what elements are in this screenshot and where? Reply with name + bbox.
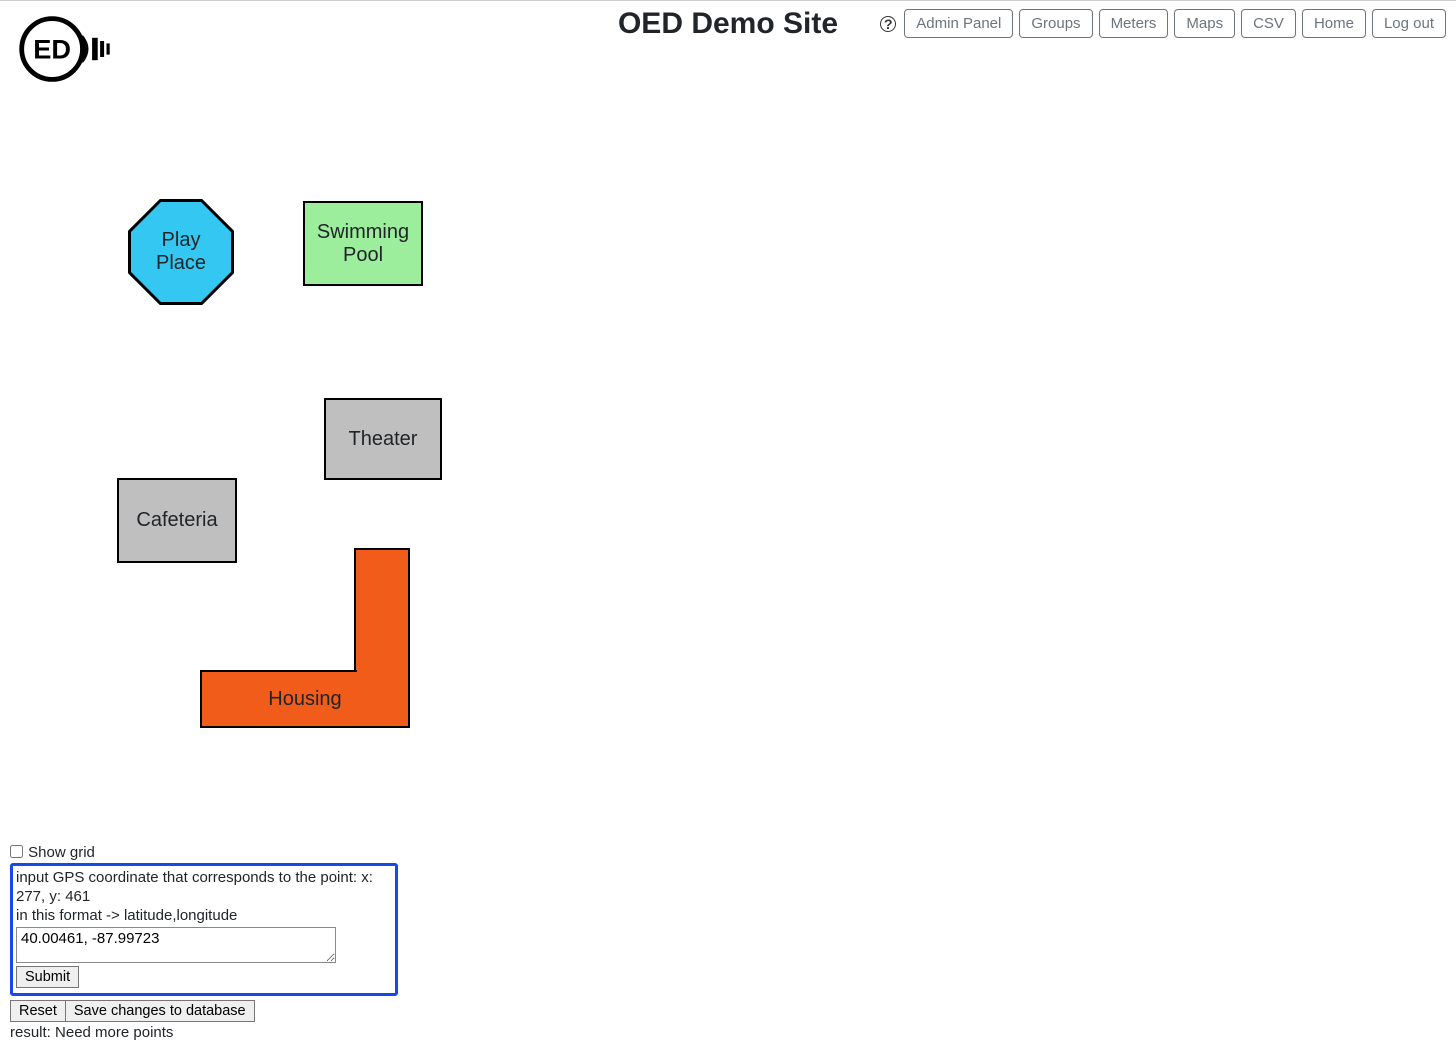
show-grid-checkbox[interactable]	[10, 845, 23, 858]
logo: ED	[10, 7, 123, 94]
gps-instruction-line2: in this format -> latitude,longitude	[16, 907, 237, 924]
csv-button[interactable]: CSV	[1241, 9, 1296, 38]
gps-input-panel: input GPS coordinate that corresponds to…	[10, 863, 398, 996]
cafeteria-label: Cafeteria	[136, 509, 217, 532]
housing-label: Housing	[268, 688, 341, 711]
housing-base-shape[interactable]: Housing	[200, 670, 410, 728]
housing-tower-shape[interactable]	[354, 548, 410, 672]
site-title: OED Demo Site	[618, 7, 838, 41]
logout-button[interactable]: Log out	[1372, 9, 1446, 38]
admin-panel-button[interactable]: Admin Panel	[904, 9, 1013, 38]
maps-button[interactable]: Maps	[1174, 9, 1235, 38]
swimming-pool-label: Swimming Pool	[317, 221, 409, 267]
map-canvas[interactable]: Play Place Swimming Pool Theater Cafeter…	[0, 94, 1456, 844]
swimming-pool-shape[interactable]: Swimming Pool	[303, 201, 423, 286]
housing-seam	[357, 669, 408, 674]
gps-coordinate-input[interactable]	[16, 927, 336, 963]
result-text: result: Need more points	[10, 1022, 1446, 1041]
save-changes-button[interactable]: Save changes to database	[65, 1000, 255, 1022]
reset-button[interactable]: Reset	[10, 1000, 65, 1022]
cafeteria-shape[interactable]: Cafeteria	[117, 478, 237, 563]
home-button[interactable]: Home	[1302, 9, 1366, 38]
play-place-shape[interactable]: Play Place	[131, 202, 231, 302]
gps-instruction: input GPS coordinate that corresponds to…	[16, 869, 390, 925]
svg-text:ED: ED	[33, 34, 71, 65]
submit-button[interactable]: Submit	[16, 966, 79, 988]
help-icon[interactable]: ?	[880, 16, 896, 32]
theater-label: Theater	[349, 428, 418, 451]
play-place-label: Play Place	[156, 229, 206, 275]
theater-shape[interactable]: Theater	[324, 398, 442, 480]
gps-instruction-line1: input GPS coordinate that corresponds to…	[16, 869, 373, 905]
groups-button[interactable]: Groups	[1019, 9, 1092, 38]
meters-button[interactable]: Meters	[1099, 9, 1169, 38]
show-grid-label[interactable]: Show grid	[28, 844, 95, 861]
top-nav: ? Admin Panel Groups Meters Maps CSV Hom…	[880, 7, 1446, 38]
